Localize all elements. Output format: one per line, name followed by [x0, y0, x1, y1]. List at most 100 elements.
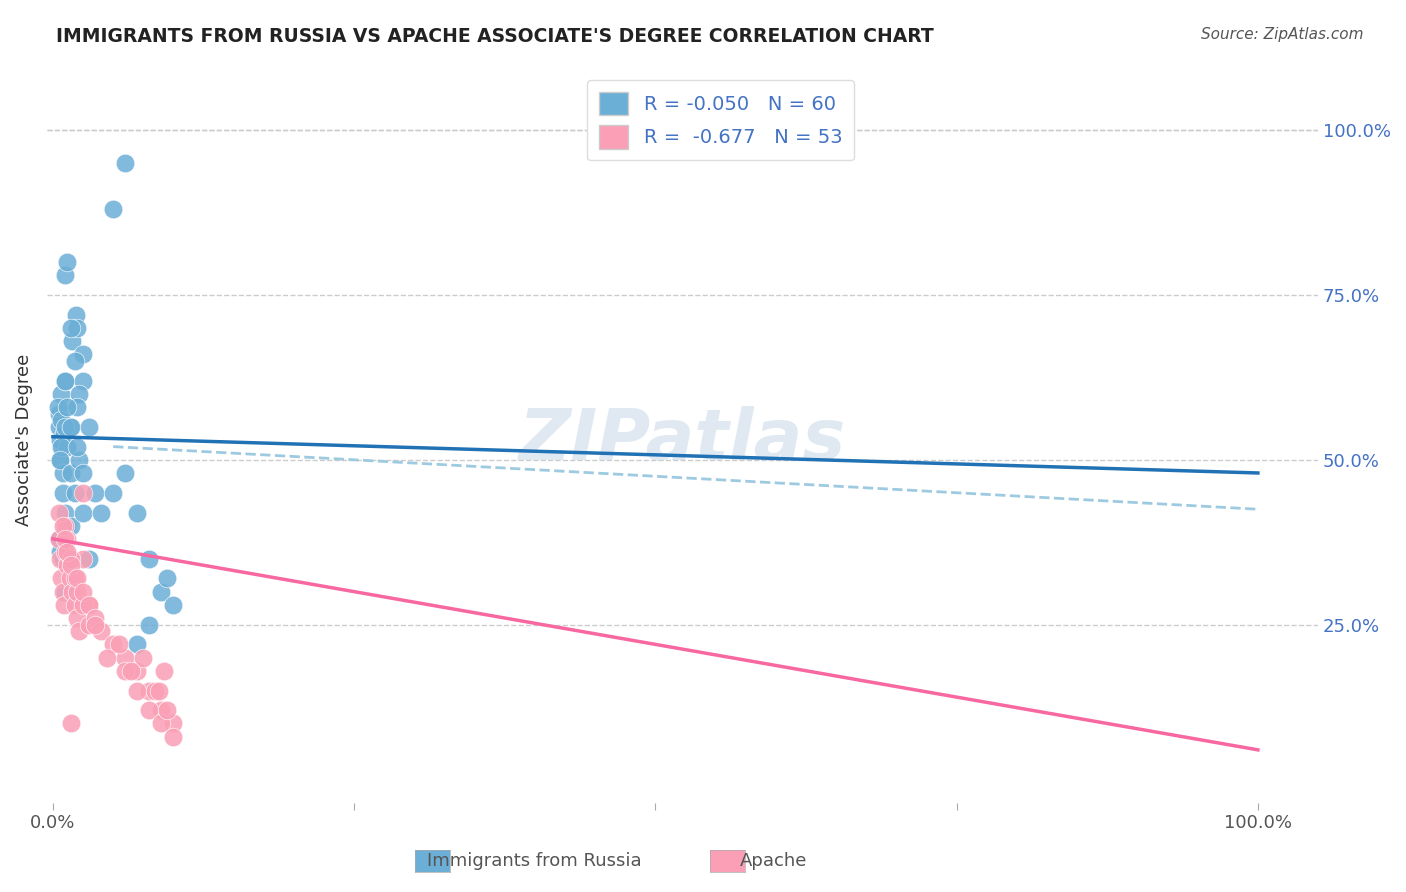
Point — [150, 703, 173, 717]
Point — [66, 571, 89, 585]
Point — [48, 407, 70, 421]
Point — [49, 452, 72, 467]
Point — [53, 545, 76, 559]
Point — [127, 683, 149, 698]
Text: ZIPatlas: ZIPatlas — [519, 406, 846, 475]
Point — [51, 485, 73, 500]
Point — [72, 374, 94, 388]
Point — [72, 466, 94, 480]
Point — [53, 268, 76, 283]
Point — [60, 334, 83, 348]
Point — [143, 683, 166, 698]
Point — [138, 617, 160, 632]
Point — [53, 420, 76, 434]
Point — [52, 426, 75, 441]
Point — [63, 598, 86, 612]
Point — [53, 374, 76, 388]
Point — [162, 730, 184, 744]
Point — [56, 255, 79, 269]
Point — [53, 374, 76, 388]
Point — [101, 637, 124, 651]
Point — [48, 420, 70, 434]
Point — [77, 420, 100, 434]
Point — [51, 387, 73, 401]
Point — [53, 532, 76, 546]
Point — [127, 637, 149, 651]
Point — [114, 466, 136, 480]
Text: Source: ZipAtlas.com: Source: ZipAtlas.com — [1201, 27, 1364, 42]
Y-axis label: Associate's Degree: Associate's Degree — [15, 354, 32, 526]
Point — [51, 584, 73, 599]
Point — [48, 532, 70, 546]
Point — [56, 545, 79, 559]
Point — [59, 571, 82, 585]
Point — [150, 716, 173, 731]
Point — [77, 598, 100, 612]
Point — [59, 420, 82, 434]
Point — [65, 308, 87, 322]
Text: Immigrants from Russia: Immigrants from Russia — [427, 852, 641, 870]
Point — [48, 506, 70, 520]
Point — [84, 617, 107, 632]
Point — [51, 518, 73, 533]
Point — [56, 551, 79, 566]
Point — [67, 452, 90, 467]
Point — [72, 506, 94, 520]
Point — [152, 664, 174, 678]
Point — [162, 598, 184, 612]
Point — [72, 347, 94, 361]
Point — [51, 413, 73, 427]
Point — [59, 716, 82, 731]
Point — [51, 571, 73, 585]
Point — [162, 716, 184, 731]
Point — [156, 703, 179, 717]
Point — [150, 584, 173, 599]
Point — [59, 420, 82, 434]
Point — [49, 452, 72, 467]
Point — [72, 584, 94, 599]
Point — [77, 617, 100, 632]
Point — [59, 466, 82, 480]
Point — [63, 571, 86, 585]
Point — [72, 598, 94, 612]
Point — [127, 664, 149, 678]
Point — [59, 321, 82, 335]
Point — [46, 400, 69, 414]
Point — [51, 440, 73, 454]
Point — [56, 440, 79, 454]
Point — [49, 551, 72, 566]
Point — [114, 650, 136, 665]
Point — [53, 506, 76, 520]
Point — [156, 571, 179, 585]
Point — [77, 551, 100, 566]
Point — [53, 584, 76, 599]
Point — [101, 202, 124, 217]
Point — [59, 558, 82, 573]
Point — [48, 532, 70, 546]
Point — [49, 545, 72, 559]
Point — [53, 518, 76, 533]
Point — [56, 518, 79, 533]
Point — [66, 611, 89, 625]
Point — [67, 624, 90, 639]
Point — [59, 551, 82, 566]
Point — [63, 354, 86, 368]
Point — [56, 400, 79, 414]
Point — [66, 400, 89, 414]
Point — [66, 321, 89, 335]
Point — [114, 156, 136, 170]
Point — [77, 598, 100, 612]
Point — [120, 664, 142, 678]
Point — [67, 387, 90, 401]
Point — [101, 485, 124, 500]
Point — [66, 440, 89, 454]
Point — [90, 624, 112, 639]
Point — [148, 683, 170, 698]
Text: Apache: Apache — [740, 852, 807, 870]
Point — [72, 551, 94, 566]
Point — [60, 584, 83, 599]
Point — [138, 551, 160, 566]
Point — [84, 611, 107, 625]
Point — [51, 551, 73, 566]
Legend: R = -0.050   N = 60, R =  -0.677   N = 53: R = -0.050 N = 60, R = -0.677 N = 53 — [588, 80, 853, 161]
